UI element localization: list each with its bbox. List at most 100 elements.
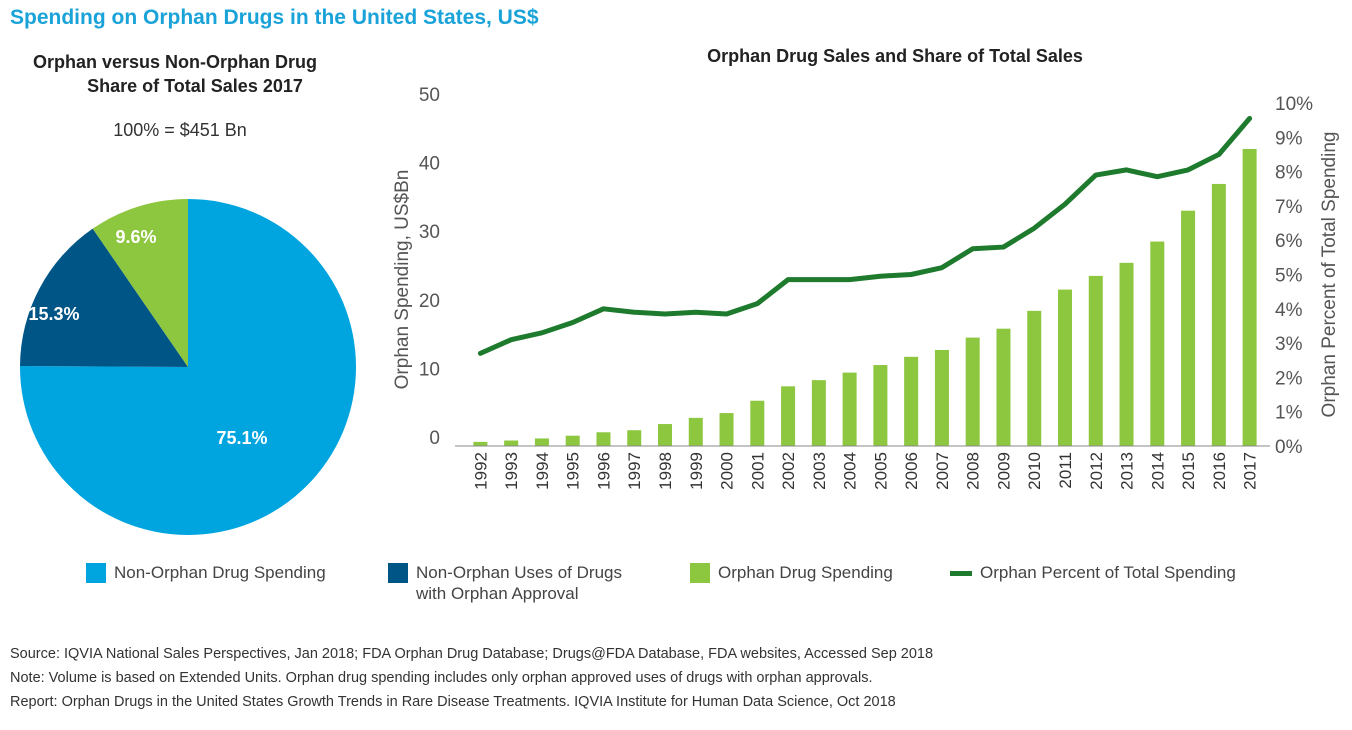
y2-axis-tick-label: 1% (1275, 403, 1303, 424)
footnote-note: Note: Volume is based on Extended Units.… (10, 670, 873, 686)
x-axis-tick-label: 2008 (964, 452, 983, 490)
bar-2011 (1058, 289, 1072, 446)
x-axis-tick-label: 2003 (810, 452, 829, 490)
legend-label-non-orphan: Non-Orphan Drug Spending (114, 563, 326, 582)
y2-axis-tick-label: 9% (1275, 128, 1303, 149)
x-axis-tick-label: 1997 (625, 452, 644, 490)
bar-2012 (1088, 275, 1103, 446)
legend-swatch-orphan-spending (690, 563, 710, 583)
bar-2007 (934, 349, 949, 446)
bar-2010 (1027, 310, 1042, 446)
x-axis-tick-label: 2001 (748, 452, 767, 490)
bar-2013 (1119, 262, 1134, 446)
legend-label-non-orphan-uses-line1: Non-Orphan Uses of Drugs (416, 563, 622, 582)
bar-2003 (811, 380, 826, 446)
y-axis-tick-label: 50 (419, 85, 440, 106)
bar-2017 (1242, 148, 1257, 446)
x-axis-tick-label: 2009 (994, 452, 1013, 490)
y2-axis-tick-label: 3% (1275, 334, 1303, 355)
legend-item-orphan-spending: Orphan Drug Spending (690, 562, 893, 583)
bar-1992 (473, 441, 488, 446)
pie-chart: 75.1% 15.3% 9.6% (20, 199, 356, 535)
page-title: Spending on Orphan Drugs in the United S… (10, 6, 539, 29)
y-axis-tick-label: 10 (419, 359, 440, 380)
y2-axis-tick-label: 7% (1275, 197, 1303, 218)
y-axis-tick-label: 0 (429, 428, 440, 449)
y-axis-tick-label: 30 (419, 222, 440, 243)
x-axis-tick-label: 2017 (1241, 452, 1260, 490)
y-axis-tick-label: 20 (419, 291, 440, 312)
y2-axis-label: Orphan Percent of Total Spending (1319, 132, 1340, 418)
pie-title-line1: Orphan versus Non-Orphan Drug (32, 52, 318, 72)
y2-axis-tick-label: 2% (1275, 368, 1303, 389)
x-axis-tick-label: 1999 (687, 452, 706, 490)
bar-2000 (719, 413, 734, 446)
footnote-source: Source: IQVIA National Sales Perspective… (10, 646, 934, 662)
bar-2009 (996, 328, 1011, 446)
bar-2016 (1211, 183, 1226, 446)
x-axis-tick-label: 2014 (1148, 452, 1167, 490)
bar-1995 (565, 435, 580, 446)
bar-2014 (1150, 241, 1165, 446)
x-axis-tick-label: 2016 (1210, 452, 1229, 490)
bar-1998 (658, 424, 672, 446)
combo-chart-title: Orphan Drug Sales and Share of Total Sal… (707, 46, 1083, 66)
x-axis-tick-label: 1998 (656, 452, 675, 490)
x-axis-tick-label: 2015 (1179, 452, 1198, 490)
legend-item-non-orphan-uses: Non-Orphan Uses of Drugs with Orphan App… (388, 562, 622, 604)
pie-slice-non-orphan-uses-of-drugs-with-orphan-approval (20, 228, 189, 367)
bar-2008 (965, 337, 980, 446)
x-axis-tick-label: 1996 (594, 452, 613, 490)
y2-axis-tick-label: 4% (1275, 300, 1303, 321)
x-axis-tick-label: 2010 (1025, 452, 1044, 490)
legend-label-orphan-spending: Orphan Drug Spending (718, 563, 893, 582)
bar-2004 (842, 372, 857, 446)
legend-swatch-non-orphan-uses (388, 563, 408, 583)
bar-2005 (873, 365, 888, 446)
y2-axis-tick-label: 5% (1275, 266, 1303, 287)
bar-1997 (627, 430, 642, 446)
legend-label-orphan-percent: Orphan Percent of Total Spending (980, 563, 1236, 582)
bar-1993 (504, 440, 519, 446)
x-axis-tick-label: 2011 (1056, 452, 1075, 489)
bar-1999 (688, 417, 703, 446)
bar-2001 (750, 400, 765, 446)
y-axis-label: Orphan Spending, US$Bn (392, 170, 413, 390)
combo-chart: 0 10 20 30 40 50 0% 1% 2% 3% 4% 5% 6% 7% 8% 9% 10% Orphan… (392, 85, 1340, 490)
x-axis-tick-label: 1995 (564, 452, 583, 490)
x-axis-tick-label: 1993 (502, 452, 521, 490)
bar-1996 (596, 432, 611, 446)
y2-axis-tick-label: 8% (1275, 163, 1303, 184)
x-axis-tick-label: 1994 (533, 452, 552, 490)
footnotes: Source: IQVIA National Sales Perspective… (10, 642, 933, 714)
pie-slice-label: 75.1% (216, 428, 267, 448)
x-axis-tick-label: 2012 (1087, 452, 1106, 490)
pie-title-line2: Share of Total Sales 2017 (87, 76, 303, 96)
legend-swatch-non-orphan (86, 563, 106, 583)
y2-axis-tick-label: 6% (1275, 231, 1303, 252)
pie-slice-label: 9.6% (115, 227, 156, 247)
legend-label-non-orphan-uses: Non-Orphan Uses of Drugs with Orphan App… (416, 562, 622, 604)
pie-total-label: 100% = $451 Bn (113, 120, 247, 140)
x-axis-tick-label: 2013 (1118, 452, 1137, 490)
bar-2002 (781, 386, 796, 446)
legend-swatch-orphan-percent (950, 571, 972, 576)
x-axis-tick-label: 2006 (902, 452, 921, 490)
y2-axis-tick-label: 0% (1275, 437, 1303, 458)
x-axis-tick-label: 1992 (471, 452, 490, 490)
x-axis-tick-label: 2005 (871, 452, 890, 490)
line-orphan-percent (477, 115, 1253, 356)
pie-slice-label: 15.3% (28, 304, 79, 324)
bar-1994 (534, 438, 549, 446)
bar-2006 (904, 356, 919, 446)
x-axis-tick-label: 2007 (933, 452, 952, 490)
x-axis-tick-label: 2000 (718, 452, 737, 490)
pie-slice-orphan-drug-spending (92, 199, 188, 367)
x-axis-tick-label: 2002 (779, 452, 798, 490)
legend-item-non-orphan: Non-Orphan Drug Spending (86, 562, 326, 583)
y-axis-tick-label: 40 (419, 154, 440, 175)
legend-label-non-orphan-uses-line2: with Orphan Approval (416, 584, 579, 603)
pie-chart-title: Orphan versus Non-Orphan Drug Share of T… (0, 50, 350, 98)
y2-axis-tick-label: 10% (1275, 94, 1313, 115)
x-axis-tick-label: 2004 (841, 452, 860, 490)
